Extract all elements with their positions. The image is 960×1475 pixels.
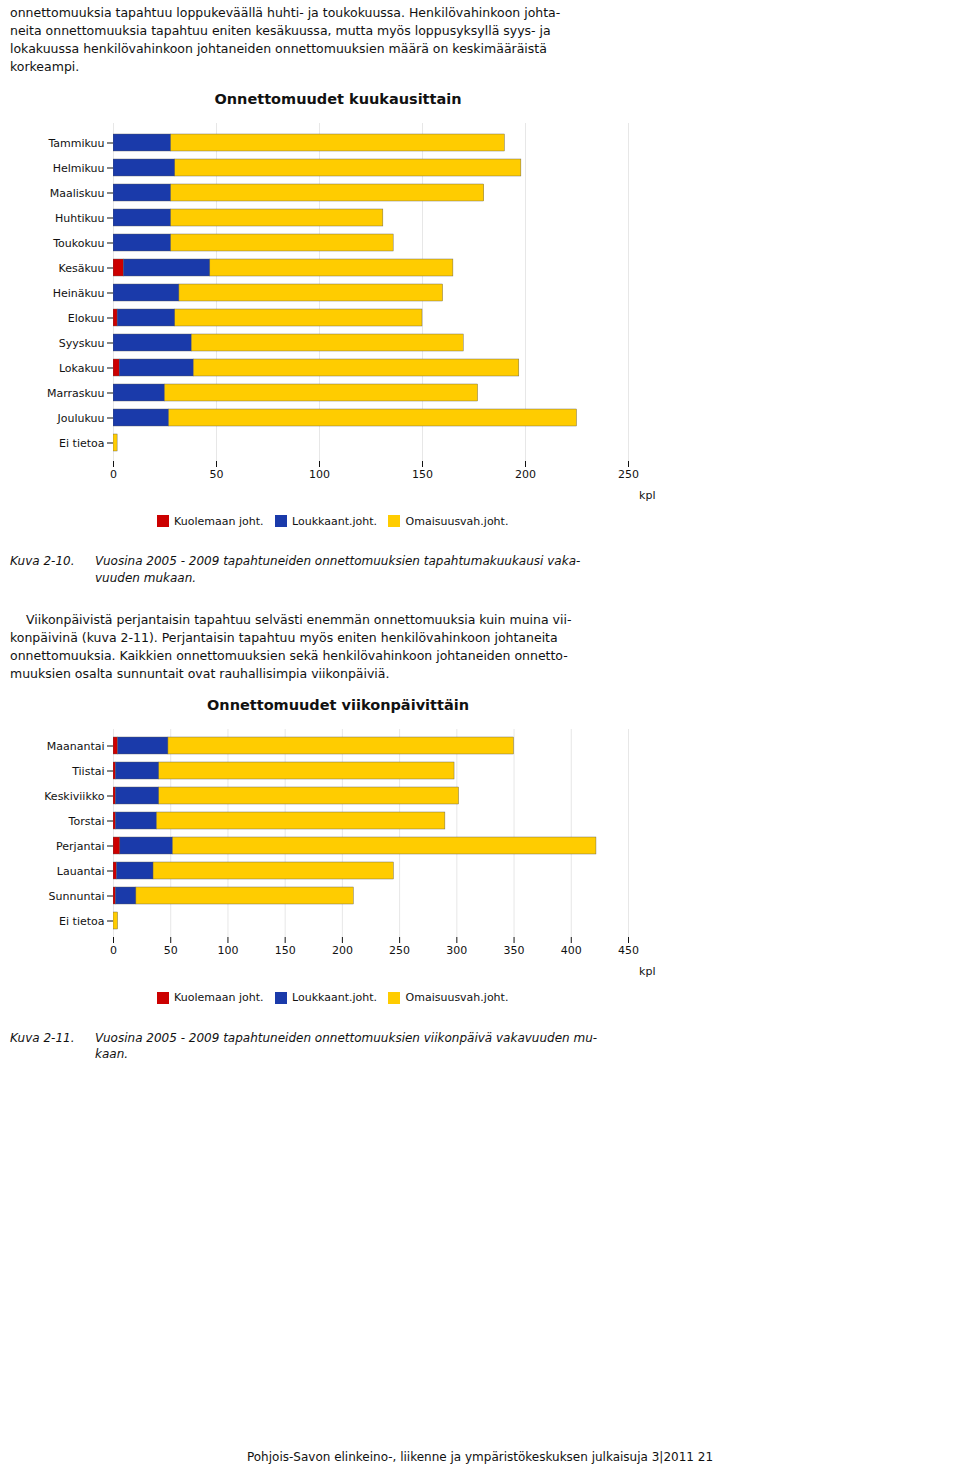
html-text:Onnettomuudet kuukausittain: Onnettomuudet kuukausittain (214, 90, 462, 107)
svg-text:Maanantai: Maanantai (47, 740, 105, 753)
svg-text:Ei tietoa: Ei tietoa (59, 915, 104, 928)
svg-text:Sunnuntai: Sunnuntai (49, 890, 105, 903)
svg-text:150: 150 (275, 944, 296, 957)
svg-text:400: 400 (561, 944, 582, 957)
svg-text:Kesäkuu: Kesäkuu (59, 261, 105, 274)
svg-text:Perjantai: Perjantai (56, 840, 104, 853)
svg-text:Heinäkuu: Heinäkuu (53, 286, 105, 299)
svg-text:200: 200 (332, 944, 353, 957)
html-text:Viikonpäivistä perjantaisin ta: Viikonpäivistä perjantaisin tapahtuu sel… (10, 611, 572, 681)
svg-text:Keskiviikko: Keskiviikko (44, 790, 105, 803)
html-text:Omaisuusvah.joht.: Omaisuusvah.joht. (405, 991, 509, 1005)
svg-text:Ei tietoa: Ei tietoa (59, 436, 104, 449)
html-text:Loukkaant.joht.: Loukkaant.joht. (292, 991, 377, 1005)
svg-text:0: 0 (110, 468, 117, 481)
html-text:Kuva 2-11.: Kuva 2-11. (10, 1030, 75, 1045)
svg-text:200: 200 (515, 468, 536, 481)
svg-text:350: 350 (504, 944, 525, 957)
svg-text:Marraskuu: Marraskuu (47, 386, 105, 399)
svg-text:250: 250 (389, 944, 410, 957)
svg-text:Lauantai: Lauantai (57, 865, 105, 878)
svg-text:Joulukuu: Joulukuu (57, 411, 105, 424)
svg-text:100: 100 (309, 468, 330, 481)
svg-text:Torstai: Torstai (68, 815, 105, 828)
svg-text:300: 300 (446, 944, 467, 957)
html-text:Kuva 2-10.: Kuva 2-10. (10, 554, 75, 568)
html-text:Loukkaant.joht.: Loukkaant.joht. (292, 514, 377, 528)
html-text:Vuosina 2005 - 2009 tapahtunei: Vuosina 2005 - 2009 tapahtuneiden onnett… (95, 1030, 598, 1062)
svg-text:Lokakuu: Lokakuu (59, 361, 105, 374)
svg-text:Elokuu: Elokuu (68, 311, 105, 324)
svg-text:50: 50 (164, 944, 178, 957)
html-text:Kuolemaan joht.: Kuolemaan joht. (174, 514, 264, 528)
svg-text:Toukokuu: Toukokuu (52, 236, 104, 249)
svg-text:Tiistai: Tiistai (71, 765, 104, 778)
svg-text:kpl: kpl (639, 488, 655, 501)
svg-text:Tammikuu: Tammikuu (47, 136, 104, 149)
html-text:Onnettomuudet viikonpäivittäin: Onnettomuudet viikonpäivittäin (207, 697, 469, 714)
svg-text:kpl: kpl (639, 965, 655, 978)
html-text:onnettomuuksia tapahtuu loppuk: onnettomuuksia tapahtuu loppukeväällä hu… (10, 5, 561, 75)
html-text:Pohjois-Savon elinkeino-, liik: Pohjois-Savon elinkeino-, liikenne ja ym… (247, 1450, 713, 1464)
svg-text:Huhtikuu: Huhtikuu (55, 211, 105, 224)
svg-text:50: 50 (210, 468, 224, 481)
svg-text:Maaliskuu: Maaliskuu (50, 186, 105, 199)
html-text:Omaisuusvah.joht.: Omaisuusvah.joht. (405, 514, 509, 528)
svg-text:250: 250 (618, 468, 639, 481)
html-text:Kuolemaan joht.: Kuolemaan joht. (174, 991, 264, 1005)
html-text:Vuosina 2005 - 2009 tapahtunei: Vuosina 2005 - 2009 tapahtuneiden onnett… (95, 554, 581, 585)
svg-text:450: 450 (618, 944, 639, 957)
svg-text:Syyskuu: Syyskuu (59, 336, 105, 349)
svg-text:150: 150 (412, 468, 433, 481)
svg-text:Helmikuu: Helmikuu (53, 161, 105, 174)
svg-text:0: 0 (110, 944, 117, 957)
svg-text:100: 100 (217, 944, 238, 957)
